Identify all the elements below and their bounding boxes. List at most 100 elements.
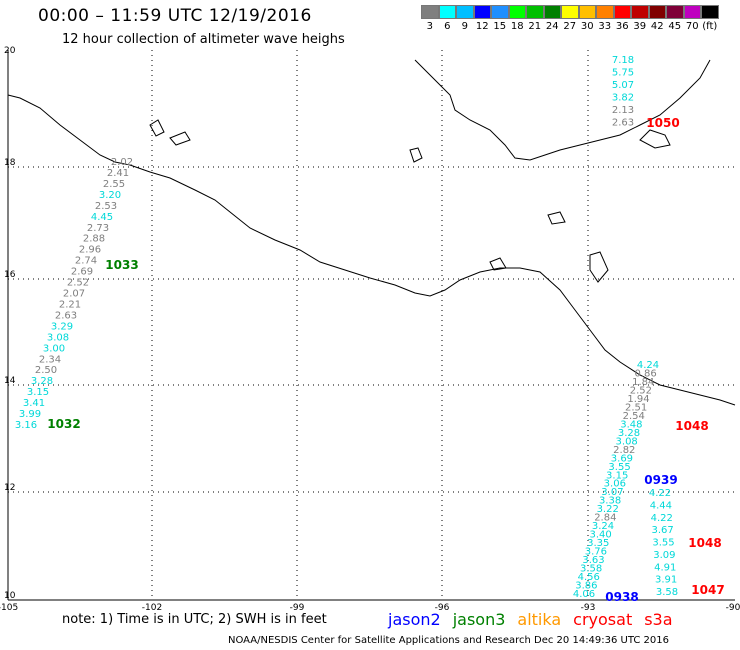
wave-height-value: 3.07: [601, 487, 623, 498]
wave-height-value: 2.02: [111, 157, 133, 168]
wave-height-value: 2.55: [103, 179, 125, 190]
wave-height-value: 3.35: [587, 538, 609, 549]
wave-height-value: 1.84: [632, 377, 654, 388]
legend-label: 33: [598, 21, 612, 32]
legend-label: 21: [528, 21, 542, 32]
legend-swatch: [508, 5, 526, 19]
legend-label: (ft): [702, 21, 718, 32]
wave-height-value: 3.15: [606, 470, 628, 481]
wave-height-value: 2.82: [613, 445, 635, 456]
x-tick-label: -93: [581, 603, 596, 613]
wave-height-value: 3.28: [618, 428, 640, 439]
wave-height-value: 3.22: [597, 504, 619, 515]
map-subtitle: 12 hour collection of altimeter wave hei…: [62, 32, 345, 47]
legend-label: 24: [545, 21, 559, 32]
legend-swatch: [473, 5, 491, 19]
legend-swatch: [526, 5, 544, 19]
footer-credit: NOAA/NESDIS Center for Satellite Applica…: [228, 635, 670, 646]
legend-label: 70: [685, 21, 699, 32]
pass-time-label: 1048: [688, 536, 721, 550]
map-frame: [7, 50, 735, 601]
wave-height-value: 2.50: [35, 365, 57, 376]
y-tick-label: 20: [4, 46, 16, 56]
track-west: 2.022.412.553.202.534.452.732.882.962.74…: [15, 157, 133, 431]
wave-height-value: 3.67: [651, 525, 673, 536]
y-tick-label: 14: [4, 376, 16, 386]
wave-height-value: 3.41: [23, 398, 45, 409]
wave-height-value: 4.06: [573, 589, 595, 600]
pass-time-label: 1032: [47, 417, 80, 431]
legend-swatch: [683, 5, 701, 19]
wave-height-value: 3.29: [51, 321, 73, 332]
legend-label: 45: [668, 21, 682, 32]
x-tick-label: -105: [0, 603, 18, 613]
wave-height-value: 3.16: [15, 420, 37, 431]
pass-time-label: 1033: [105, 258, 138, 272]
track-southeast-a: 4.240.861.842.521.942.512.543.483.283.08…: [573, 360, 659, 600]
wave-height-value: 3.38: [599, 496, 621, 507]
track-northeast: 7.18 5.755.07 3.822.13 2.63: [612, 55, 634, 129]
pass-time-label: 1050: [646, 116, 679, 130]
legend-swatch: [561, 5, 579, 19]
wave-height-value: 7.18: [612, 55, 634, 66]
legend-swatch: [491, 5, 509, 19]
color-legend-labels: 3 6 9 12 15 18 21 24 27 30 33 36 39 42 45 70 (ft): [421, 21, 719, 32]
wave-height-value: 2.84: [594, 513, 616, 524]
legend-label: 12: [475, 21, 489, 32]
wave-height-value: 5.07: [612, 80, 634, 91]
wave-height-value: 3.91: [655, 575, 677, 586]
map-title: 00:00 – 11:59 UTC 12/19/2016: [38, 6, 312, 26]
wave-height-value: 3.82: [612, 93, 634, 104]
wave-height-value: 3.86: [575, 581, 597, 592]
satellite-name: altika: [517, 610, 562, 629]
pass-time-label: 0938: [605, 590, 638, 604]
legend-swatch: [421, 5, 439, 19]
wave-height-value: 2.74: [75, 256, 97, 267]
wave-height-value: 3.58: [580, 564, 602, 575]
wave-height-value: 2.73: [87, 223, 109, 234]
legend-swatch: [666, 5, 684, 19]
wave-height-value: 2.41: [107, 168, 129, 179]
wave-height-value: 2.52: [630, 385, 652, 396]
legend-swatch: [438, 5, 456, 19]
x-tick-label: -102: [142, 603, 162, 613]
x-tick-label: -96: [435, 603, 450, 613]
wave-height-value: 2.63: [612, 118, 634, 129]
y-tick-label: 10: [4, 591, 16, 601]
satellite-name: s3a: [644, 610, 673, 629]
legend-swatch: [543, 5, 561, 19]
wave-height-value: 2.96: [79, 245, 101, 256]
wave-height-value: 3.09: [653, 550, 675, 561]
legend-label: 18: [510, 21, 524, 32]
wave-height-value: 4.22: [651, 513, 673, 524]
footer-note: note: 1) Time is in UTC; 2) SWH is in fe…: [62, 612, 327, 627]
wave-height-value: 3.55: [652, 538, 674, 549]
legend-label: 27: [563, 21, 577, 32]
pass-time-label: 1047: [691, 583, 724, 597]
wave-height-value: 5.75: [612, 68, 634, 79]
y-tick-label: 12: [4, 483, 15, 493]
wave-height-value: 2.34: [39, 354, 61, 365]
wave-height-value: 3.55: [608, 462, 630, 473]
wave-height-value: 3.69: [611, 453, 633, 464]
color-legend: [421, 5, 719, 19]
wave-height-value: 4.56: [578, 572, 600, 583]
legend-swatch: [701, 5, 719, 19]
wave-height-value: 3.06: [604, 479, 626, 490]
wave-height-value: 2.54: [623, 411, 645, 422]
wave-height-value: 2.53: [95, 201, 117, 212]
wave-height-value: 3.76: [585, 547, 607, 558]
wave-height-value: 3.58: [656, 587, 678, 598]
wave-height-value: 2.13: [612, 105, 634, 116]
track-southeast-b: 4.224.444.223.673.553.094.913.913.58: [649, 488, 678, 598]
legend-swatch: [456, 5, 474, 19]
wave-height-value: 2.69: [71, 267, 93, 278]
wave-height-value: 2.21: [59, 299, 81, 310]
wave-height-value: 4.24: [637, 360, 659, 371]
pass-time-label: 0939: [644, 473, 677, 487]
satellite-legend: jason2 jason3 altika cryosat s3a: [388, 610, 673, 629]
wave-height-value: 3.40: [589, 530, 611, 541]
wave-height-value: 4.91: [654, 562, 676, 573]
wave-height-value: 3.63: [582, 555, 604, 566]
